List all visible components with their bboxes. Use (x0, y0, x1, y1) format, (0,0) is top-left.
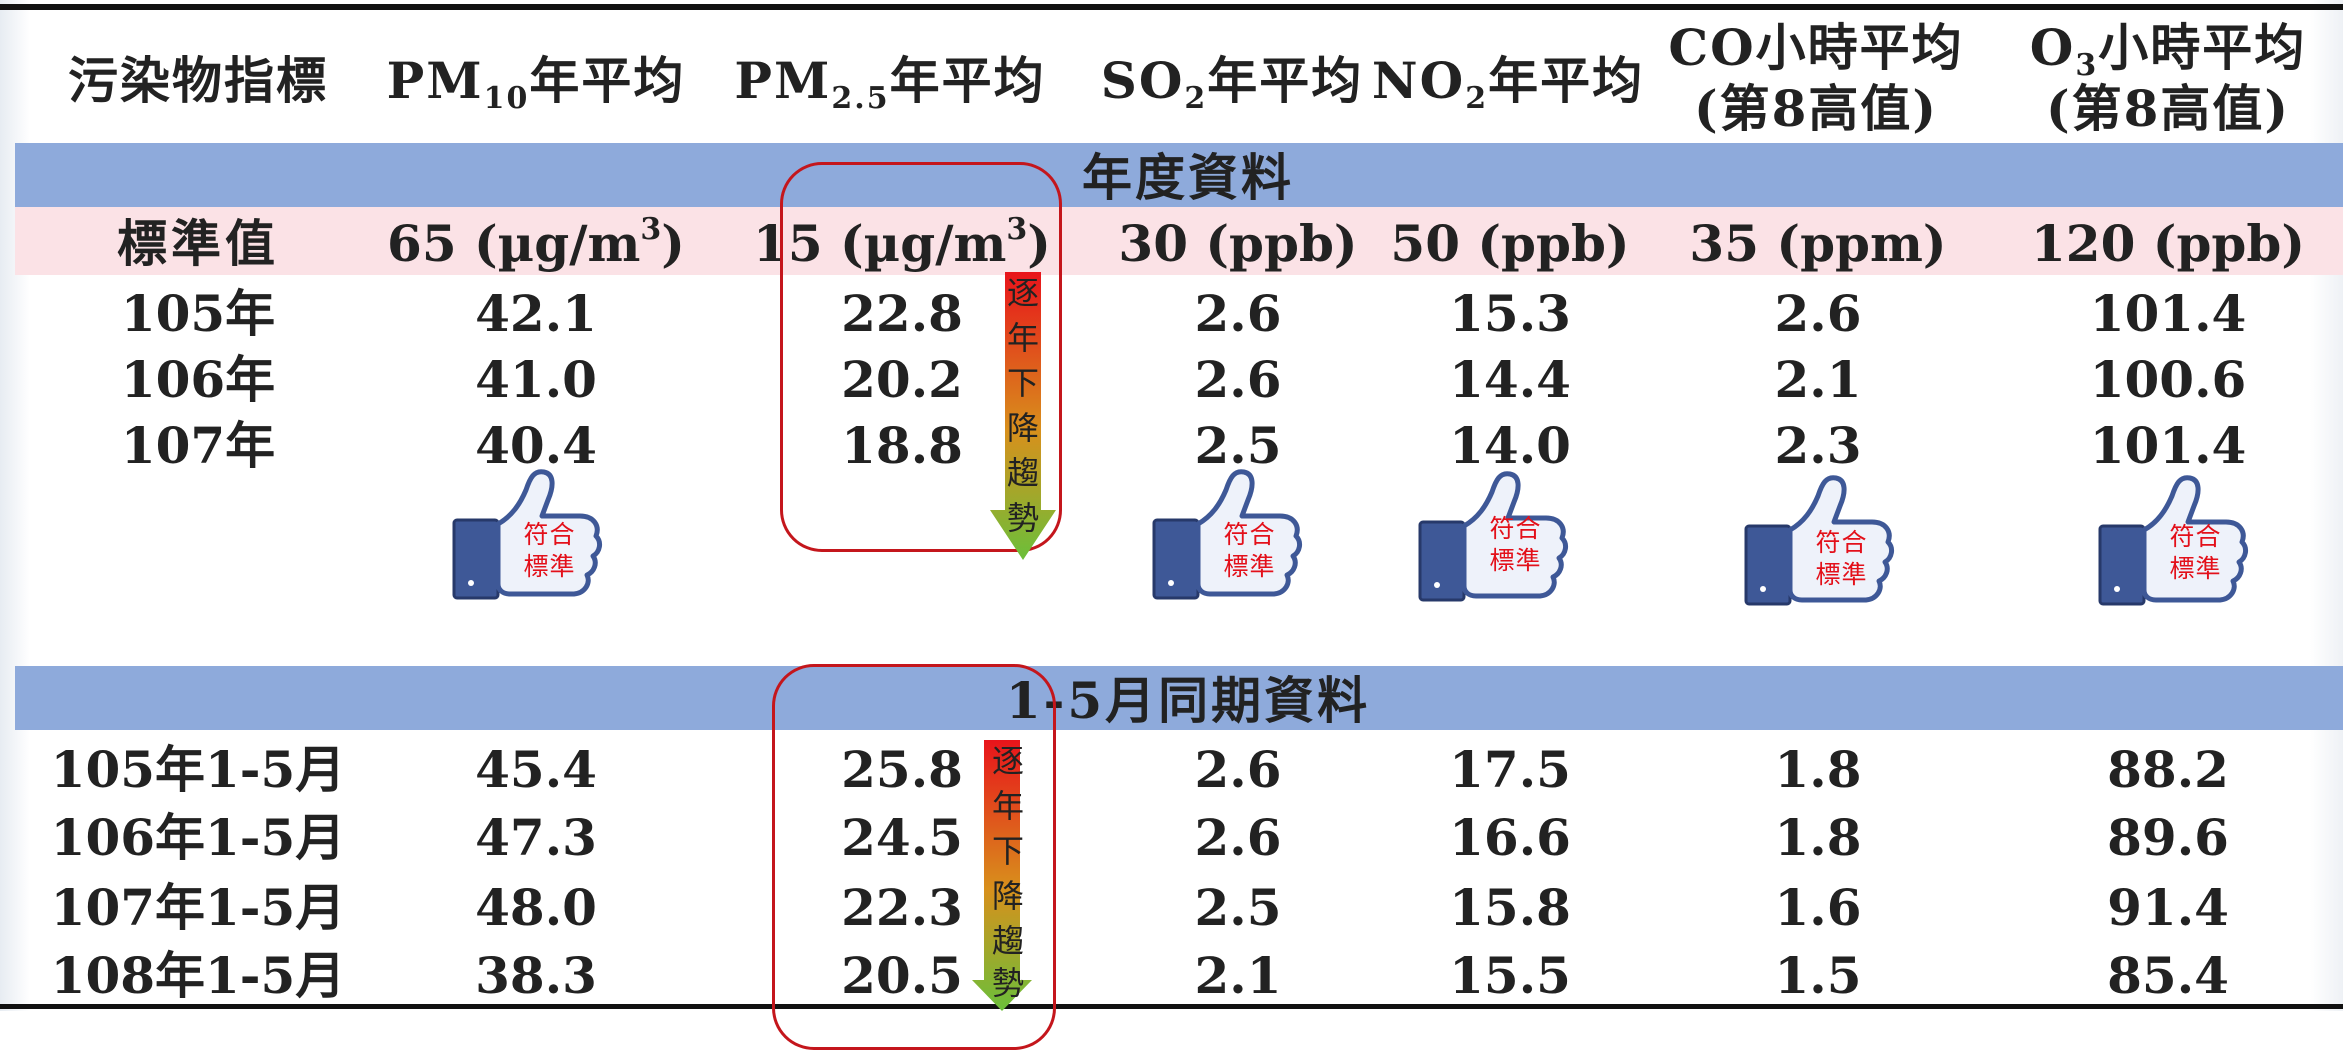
annual-so2: 2.6 (1194, 284, 1282, 343)
period-no2: 17.5 (1449, 740, 1571, 799)
annual-no2: 14.0 (1449, 416, 1571, 475)
compliance-badge-co: 符合 標準 (1742, 472, 1897, 607)
annual-pm10: 40.4 (475, 416, 597, 475)
header-pm25: PM2.5年平均 (734, 51, 1046, 116)
annual-co: 2.3 (1774, 416, 1862, 475)
annual-no2: 15.3 (1449, 284, 1571, 343)
period-pm25: 22.3 (841, 878, 963, 937)
standard-row-band (15, 207, 2343, 275)
period-o3: 85.4 (2107, 946, 2229, 1005)
period-pm10: 38.3 (475, 946, 597, 1005)
annual-pm25: 22.8 (841, 284, 963, 343)
annual-co: 2.6 (1774, 284, 1862, 343)
standard-pm25: 15 (µg/m3) (753, 212, 1051, 273)
header-so2: SO2年平均 (1100, 51, 1364, 116)
standard-o3: 120 (ppb) (2031, 214, 2305, 273)
pm25-highlight-box (780, 162, 1062, 552)
thumbs-up-icon (2098, 475, 2249, 606)
annual-co: 2.1 (1774, 350, 1862, 409)
standard-pm10: 65 (µg/m3) (387, 212, 685, 273)
standard-no2: 50 (ppb) (1390, 214, 1630, 273)
period-no2: 15.8 (1449, 878, 1571, 937)
annual-so2: 2.5 (1194, 416, 1282, 475)
period-co: 1.5 (1774, 946, 1862, 1005)
header-co: CO小時平均 (第8高值) (1668, 18, 1964, 138)
annual-pm25: 18.8 (841, 416, 963, 475)
table-bottom-rule (0, 1004, 2343, 1009)
period-co: 1.6 (1774, 878, 1862, 937)
header-o3: O3小時平均 (第8高值) (2029, 18, 2307, 138)
period-pm10: 48.0 (475, 878, 597, 937)
compliance-badge-no2: 符合 標準 (1416, 468, 1571, 603)
annual-year: 107年 (120, 416, 276, 475)
standard-label: 標準值 (117, 214, 279, 273)
period-pm25: 25.8 (841, 740, 963, 799)
period-label: 106年1-5月 (50, 808, 346, 867)
period-o3: 88.2 (2107, 740, 2229, 799)
period-label: 107年1-5月 (50, 878, 346, 937)
period-so2: 2.6 (1194, 808, 1282, 867)
period-co: 1.8 (1774, 808, 1862, 867)
trend-down-arrow-icon (972, 740, 1032, 1011)
annual-year: 105年 (120, 284, 276, 343)
header-pm10: PM10年平均 (386, 51, 686, 116)
annual-section-band (15, 143, 2343, 207)
annual-pm10: 41.0 (475, 350, 597, 409)
annual-o3: 101.4 (2089, 416, 2247, 475)
period-section-title: 1-5月同期資料 (1005, 671, 1371, 730)
period-so2: 2.6 (1194, 740, 1282, 799)
standard-so2: 30 (ppb) (1118, 214, 1358, 273)
thumbs-up-icon (452, 469, 603, 600)
period-o3: 91.4 (2107, 878, 2229, 937)
annual-pm25: 20.2 (841, 350, 963, 409)
header-indicator: 污染物指標 (68, 51, 328, 110)
period-pm10: 47.3 (475, 808, 597, 867)
period-so2: 2.5 (1194, 878, 1282, 937)
annual-o3: 101.4 (2089, 284, 2247, 343)
compliance-badge-so2: 符合 標準 (1150, 466, 1305, 601)
annual-no2: 14.4 (1449, 350, 1571, 409)
annual-year: 106年 (120, 350, 276, 409)
thumbs-up-icon (1418, 471, 1569, 602)
period-no2: 16.6 (1449, 808, 1571, 867)
compliance-badge-pm10: 符合 標準 (450, 466, 605, 601)
period-section-band (15, 666, 2343, 730)
header-no2: NO2年平均 (1371, 51, 1645, 116)
annual-so2: 2.6 (1194, 350, 1282, 409)
annual-pm10: 42.1 (475, 284, 597, 343)
period-pm10: 45.4 (475, 740, 597, 799)
annual-o3: 100.6 (2089, 350, 2247, 409)
period-so2: 2.1 (1194, 946, 1282, 1005)
thumbs-up-icon (1152, 469, 1303, 600)
period-no2: 15.5 (1449, 946, 1571, 1005)
annual-section-title: 年度資料 (1082, 148, 1294, 207)
table-top-rule (0, 4, 2343, 10)
standard-co: 35 (ppm) (1689, 214, 1947, 273)
period-pm25: 24.5 (841, 808, 963, 867)
trend-down-arrow-icon (990, 272, 1056, 560)
period-co: 1.8 (1774, 740, 1862, 799)
compliance-badge-o3: 符合 標準 (2096, 472, 2251, 607)
period-pm25: 20.5 (841, 946, 963, 1005)
thumbs-up-icon (1744, 475, 1895, 606)
period-o3: 89.6 (2107, 808, 2229, 867)
period-label: 105年1-5月 (50, 740, 346, 799)
period-label: 108年1-5月 (50, 946, 346, 1005)
